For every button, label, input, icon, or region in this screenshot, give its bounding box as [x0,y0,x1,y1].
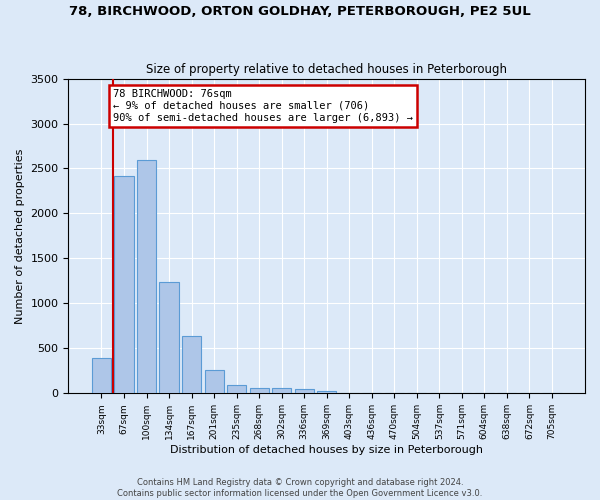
Bar [227,385,246,394]
Bar [295,390,314,394]
Bar [160,282,179,394]
Bar [137,160,156,394]
Text: Contains HM Land Registry data © Crown copyright and database right 2024.
Contai: Contains HM Land Registry data © Crown c… [118,478,482,498]
Bar [182,336,201,394]
Text: 78, BIRCHWOOD, ORTON GOLDHAY, PETERBOROUGH, PE2 5UL: 78, BIRCHWOOD, ORTON GOLDHAY, PETERBOROU… [69,5,531,18]
X-axis label: Distribution of detached houses by size in Peterborough: Distribution of detached houses by size … [170,445,483,455]
Title: Size of property relative to detached houses in Peterborough: Size of property relative to detached ho… [146,63,507,76]
Bar [92,358,111,394]
Bar [272,388,291,394]
Bar [317,390,336,394]
Bar [205,370,224,394]
Bar [250,388,269,394]
Y-axis label: Number of detached properties: Number of detached properties [15,148,25,324]
Bar [115,176,134,394]
Text: 78 BIRCHWOOD: 76sqm
← 9% of detached houses are smaller (706)
90% of semi-detach: 78 BIRCHWOOD: 76sqm ← 9% of detached hou… [113,90,413,122]
